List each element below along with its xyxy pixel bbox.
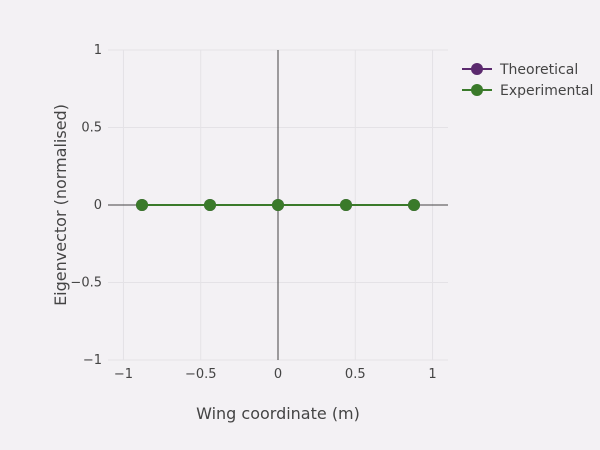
series-experimental xyxy=(136,199,420,211)
legend-item-theoretical[interactable]: Theoretical xyxy=(462,62,578,78)
y-tick-label: 1 xyxy=(94,43,102,58)
data-point xyxy=(136,199,148,211)
legend-marker xyxy=(471,63,483,75)
data-point xyxy=(204,199,216,211)
data-point xyxy=(340,199,352,211)
x-tick-label: 1 xyxy=(428,367,436,382)
legend[interactable]: Theoretical Experimental xyxy=(462,62,593,99)
x-tick-label: −1 xyxy=(114,367,133,382)
legend-marker xyxy=(471,84,483,96)
y-tick-label: 0.5 xyxy=(81,121,102,136)
y-tick-label: −1 xyxy=(83,353,102,368)
y-tick-label: 0 xyxy=(94,198,102,213)
x-tick-label: −0.5 xyxy=(185,367,217,382)
data-point xyxy=(408,199,420,211)
x-axis-title: Wing coordinate (m) xyxy=(196,404,360,423)
y-axis-title: Eigenvector (normalised) xyxy=(51,104,70,306)
data-point xyxy=(272,199,284,211)
legend-item-experimental[interactable]: Experimental xyxy=(462,83,593,99)
series-layer xyxy=(136,199,420,211)
legend-label: Theoretical xyxy=(499,62,578,78)
legend-label: Experimental xyxy=(500,83,593,99)
x-tick-label: 0 xyxy=(274,367,282,382)
y-tick-label: −0.5 xyxy=(70,276,102,291)
x-tick-label: 0.5 xyxy=(345,367,366,382)
tick-labels: −1 −0.5 0 0.5 1 −1 −0.5 0 0.5 1 xyxy=(70,43,436,382)
